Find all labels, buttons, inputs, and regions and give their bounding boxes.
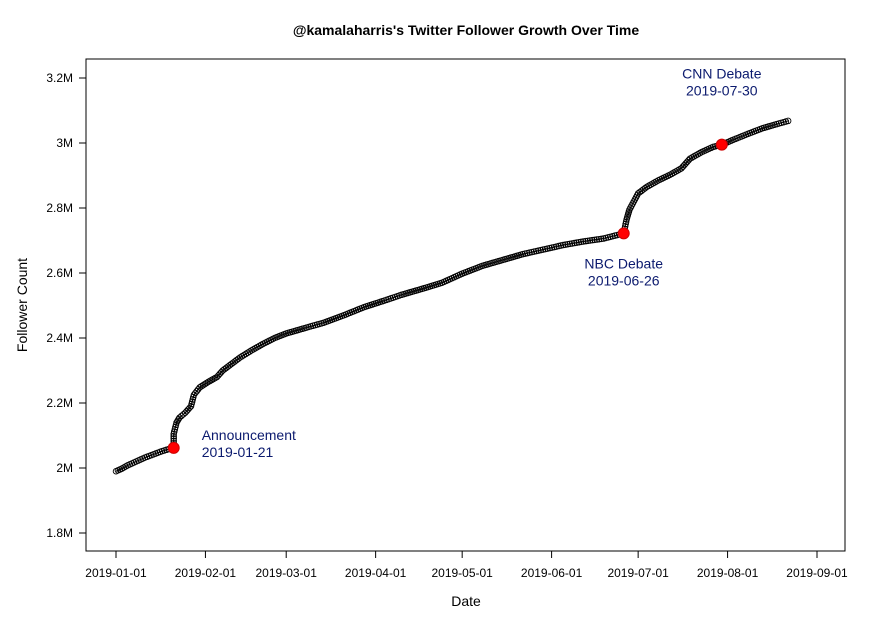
y-tick-label: 2.2M — [46, 396, 73, 410]
data-point — [178, 412, 185, 420]
event-markers-layer — [167, 138, 728, 454]
axes-ticks: 2019-01-01 2019-02-01 2019-03-01 2019-04-01… — [46, 71, 848, 580]
y-tick-label: 2M — [56, 461, 73, 475]
x-tick-label: 2019-04-01 — [345, 566, 407, 580]
y-tick-label: 3.2M — [46, 71, 73, 85]
data-point — [174, 417, 181, 425]
x-tick-label: 2019-06-01 — [521, 566, 583, 580]
annotation-label: CNN Debate — [682, 66, 762, 82]
data-point — [593, 236, 601, 243]
data-point — [598, 235, 605, 243]
x-tick-label: 2019-05-01 — [431, 566, 493, 580]
data-point — [586, 237, 594, 244]
data-point — [577, 238, 585, 246]
y-tick-label: 2.6M — [46, 266, 73, 280]
data-point — [201, 380, 209, 388]
data-point — [622, 218, 630, 225]
data-point — [562, 241, 569, 248]
x-axis-title: Date — [451, 593, 481, 609]
data-point — [566, 240, 574, 248]
data-point — [170, 432, 177, 440]
event-marker — [715, 138, 728, 151]
y-tick-label: 2.4M — [46, 331, 73, 345]
series-points-layer — [112, 117, 792, 475]
series-line-layer — [115, 120, 789, 472]
x-tick-label: 2019-03-01 — [256, 566, 318, 580]
y-axis-title: Follower Count — [14, 258, 30, 352]
x-tick-label: 2019-02-01 — [175, 566, 237, 580]
data-point — [584, 237, 592, 245]
annotation-label: Announcement — [202, 427, 296, 443]
data-point — [186, 404, 193, 412]
annotation-date: 2019-06-26 — [588, 272, 660, 288]
data-point — [573, 239, 580, 246]
data-point — [180, 411, 187, 418]
x-tick-label: 2019-08-01 — [697, 566, 759, 580]
x-tick-label: 2019-07-01 — [607, 566, 669, 580]
data-point — [784, 117, 792, 125]
data-point — [582, 237, 589, 245]
data-point — [595, 235, 603, 243]
annotation-date: 2019-07-30 — [686, 83, 758, 99]
data-point — [622, 220, 629, 228]
x-tick-label: 2019-09-01 — [786, 566, 848, 580]
data-point — [173, 419, 180, 426]
y-tick-label: 3M — [56, 136, 73, 150]
y-tick-label: 1.8M — [46, 526, 73, 540]
plot-frame — [85, 58, 846, 552]
x-tick-label: 2019-01-01 — [85, 566, 147, 580]
data-point — [591, 236, 598, 244]
data-point — [568, 240, 576, 247]
data-point — [170, 435, 177, 442]
data-point — [559, 241, 567, 249]
data-point — [176, 414, 183, 421]
data-point — [564, 241, 571, 248]
data-point — [196, 384, 203, 391]
event-marker — [167, 441, 180, 454]
data-point — [575, 239, 583, 246]
data-point — [589, 236, 596, 244]
data-point — [571, 239, 578, 247]
event-marker — [617, 227, 630, 240]
annotation-label: NBC Debate — [584, 255, 663, 271]
y-tick-label: 2.8M — [46, 201, 73, 215]
annotation-date: 2019-01-21 — [202, 444, 274, 460]
data-point — [198, 383, 205, 390]
data-point — [199, 381, 207, 389]
data-point — [580, 238, 587, 245]
chart-title: @kamalaharris's Twitter Follower Growth … — [293, 22, 640, 38]
data-point — [203, 379, 210, 387]
series-line — [115, 120, 789, 472]
